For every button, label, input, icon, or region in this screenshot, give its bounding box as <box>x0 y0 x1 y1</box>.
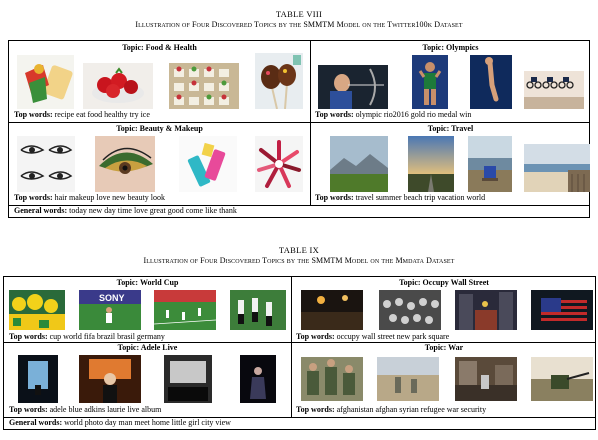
protest-crowd-icon <box>379 290 441 330</box>
table9-title: Illustration of Four Discovered Topics b… <box>143 256 455 265</box>
general-words: General words: today new day time love g… <box>14 206 237 215</box>
beach-icon <box>524 144 590 192</box>
topic-heading: Topic: Occupy Wall Street <box>399 278 489 287</box>
top-words: Top words: hair makeup love new beauty l… <box>14 193 166 202</box>
lake-chair-icon <box>468 136 512 192</box>
top-words: Top words: adele blue adkins laurie live… <box>9 405 162 414</box>
table8-col-divider <box>310 41 311 205</box>
mountain-field-icon <box>330 136 388 192</box>
table9-general-divider <box>4 417 595 418</box>
stage-icon <box>18 355 58 403</box>
table8-row-divider <box>9 122 589 123</box>
top-words: Top words: cup world fifa brazil brasil … <box>9 332 165 341</box>
dessert-tray-icon <box>169 63 239 109</box>
sunset-road-icon <box>408 136 454 192</box>
table9: Topic: World Cup SONY Top word <box>3 276 596 430</box>
topic-heading: Topic: Beauty & Makeup <box>116 124 203 133</box>
sony-player-icon: SONY <box>79 290 141 330</box>
svg-text:SONY: SONY <box>99 293 125 303</box>
lipstick-icon <box>179 136 237 192</box>
desert-walk-icon <box>377 357 439 401</box>
table8-title: Illustration of Four Discovered Topics b… <box>135 20 463 29</box>
gunner-icon <box>531 357 593 401</box>
night-crowd-icon <box>301 290 363 330</box>
performer-icon <box>240 355 276 403</box>
city-street-icon <box>455 290 517 330</box>
topic-cell-war: Topic: War Top words: afghanistan afghan… <box>291 342 597 417</box>
soldiers-icon <box>301 357 363 401</box>
topic-cell-world-cup: Topic: World Cup SONY Top word <box>4 277 291 342</box>
top-words: Top words: afghanistan afghan syrian ref… <box>296 405 487 414</box>
flag-icon <box>531 290 593 330</box>
topic-cell-adele-live: Topic: Adele Live Top words: adele blue … <box>4 342 291 417</box>
athlete-icon <box>412 55 448 109</box>
topic-heading: Topic: Food & Health <box>122 43 197 52</box>
topic-cell-olympics: Topic: Olympics <box>310 41 591 122</box>
topic-cell-travel: Topic: Travel Top words: travel summer b… <box>310 122 591 205</box>
top-words: Top words: travel summer beach trip vaca… <box>315 193 486 202</box>
rubble-icon <box>455 357 517 401</box>
diver-icon <box>470 55 512 109</box>
food-sweets-icon <box>17 55 74 109</box>
topic-cell-occupy-wall-street: Topic: Occupy Wall Street Top words: occ… <box>291 277 597 342</box>
players-icon <box>230 290 286 330</box>
table8-number: TABLE VIII <box>275 9 323 19</box>
topic-cell-food-health: Topic: Food & Health <box>9 41 310 122</box>
topic-heading: Topic: War <box>424 343 464 352</box>
topic-heading: Topic: World Cup <box>116 278 179 287</box>
table8-general-divider <box>9 205 589 206</box>
singer-icon <box>79 355 141 403</box>
table9-row-divider <box>4 342 595 343</box>
eyes-sketch-icon <box>17 136 75 192</box>
table8: Topic: Food & Health <box>8 40 590 218</box>
lipstick-circle-icon <box>255 136 303 192</box>
table9-number: TABLE IX <box>278 245 320 255</box>
general-words: General words: world photo day man meet … <box>9 418 231 427</box>
top-words: Top words: recipe eat food healthy try i… <box>14 110 150 119</box>
topic-cell-beauty-makeup: Topic: Beauty & Makeup <box>9 122 310 205</box>
topic-heading: Topic: Olympics <box>422 43 479 52</box>
table9-col-divider <box>291 277 292 417</box>
football-field-icon <box>154 290 216 330</box>
strawberries-icon <box>83 63 153 109</box>
eye-makeup-icon <box>95 136 155 192</box>
top-words: Top words: occupy wall street new park s… <box>296 332 450 341</box>
chocolate-pops-icon <box>255 53 303 109</box>
concert-screen-icon <box>164 355 212 403</box>
topic-heading: Topic: Adele Live <box>117 343 178 352</box>
fans-icon <box>9 290 65 330</box>
archer-icon <box>318 65 388 109</box>
top-words: Top words: olympic rio2016 gold rio meda… <box>315 110 472 119</box>
cyclists-icon <box>524 71 584 109</box>
topic-heading: Topic: Travel <box>427 124 474 133</box>
